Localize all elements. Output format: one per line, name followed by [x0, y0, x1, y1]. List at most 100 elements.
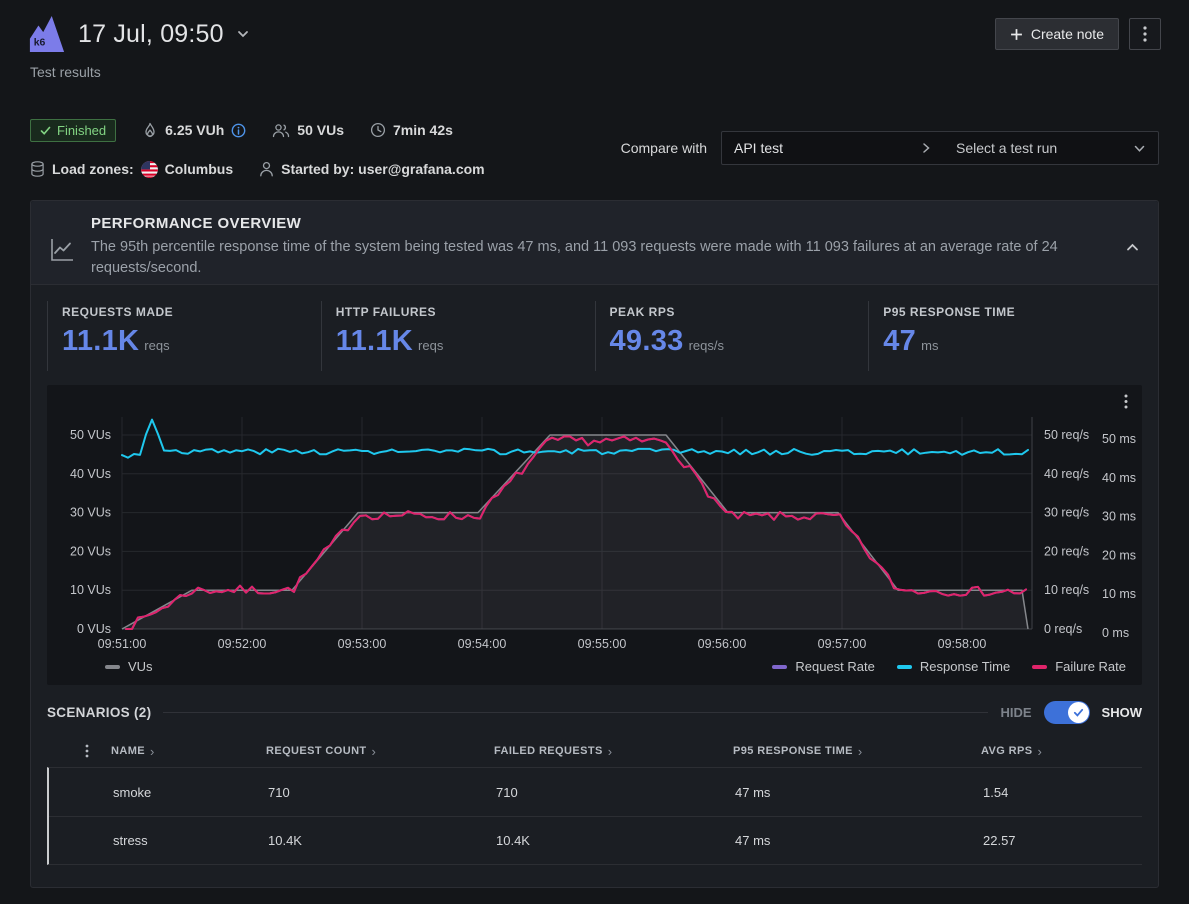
- load-zone-value: Columbus: [164, 161, 234, 177]
- svg-text:09:52:00: 09:52:00: [218, 637, 267, 651]
- svg-text:09:54:00: 09:54:00: [458, 637, 507, 651]
- svg-text:09:53:00: 09:53:00: [338, 637, 387, 651]
- svg-text:30 req/s: 30 req/s: [1044, 506, 1089, 520]
- stat-label: HTTP FAILURES: [335, 305, 437, 319]
- svg-text:10 VUs: 10 VUs: [70, 583, 111, 597]
- sort-chevron-icon: ›: [150, 743, 155, 759]
- legend-item-vus[interactable]: VUs: [105, 659, 153, 674]
- legend-label: Failure Rate: [1055, 659, 1126, 674]
- top-bar: k6 17 Jul, 09:50 Create note: [28, 14, 1161, 54]
- show-label[interactable]: SHOW: [1101, 704, 1142, 720]
- column-header-request-count[interactable]: REQUEST COUNT ›: [266, 744, 494, 759]
- svg-text:20 VUs: 20 VUs: [70, 544, 111, 558]
- column-label: P95 RESPONSE TIME: [733, 745, 853, 757]
- panel-body: REQUESTS MADE 11.1K reqs HTTP FAILURES 11…: [31, 285, 1158, 881]
- user-icon: [259, 161, 274, 177]
- hide-label[interactable]: HIDE: [1000, 704, 1032, 720]
- vus-stat: 50 VUs: [272, 122, 344, 138]
- stats-row: REQUESTS MADE 11.1K reqs HTTP FAILURES 11…: [47, 301, 1142, 371]
- column-header-avg-rps[interactable]: AVG RPS ›: [981, 744, 1142, 759]
- legend-label: Request Rate: [795, 659, 875, 674]
- stat-label: PEAK RPS: [609, 305, 675, 319]
- compare-with-label: Compare with: [620, 140, 707, 156]
- compare-project-select[interactable]: API test: [722, 132, 944, 164]
- stat-unit: ms: [921, 338, 939, 353]
- flame-icon: [142, 122, 158, 139]
- svg-text:0 req/s: 0 req/s: [1044, 622, 1082, 636]
- chart-plot-area[interactable]: 09:51:00 09:52:00 09:53:00 09:54:00 09:55:00…: [47, 389, 1142, 657]
- stat-value: 11.1K: [62, 325, 140, 357]
- svg-text:0 ms: 0 ms: [1102, 626, 1129, 640]
- legend-item-response-time[interactable]: Response Time: [896, 659, 1010, 674]
- compare-project-value: API test: [734, 140, 784, 156]
- timeseries-chart: 09:51:00 09:52:00 09:53:00 09:54:00 09:55:00…: [47, 385, 1142, 685]
- title-dropdown-chevron-icon[interactable]: [236, 27, 250, 41]
- cell-request-count: 710: [268, 784, 290, 800]
- cell-avg-rps: 1.54: [983, 784, 1009, 800]
- chevron-right-icon: [920, 142, 932, 154]
- page-subtitle: Test results: [30, 64, 101, 80]
- chart-kebab-menu-icon[interactable]: [1124, 393, 1128, 411]
- table-row-stress[interactable]: stress 10.4K 10.4K 47 ms 22.57: [49, 816, 1142, 864]
- column-header-name[interactable]: NAME ›: [111, 744, 266, 759]
- create-note-button[interactable]: Create note: [994, 18, 1119, 50]
- vuh-stat: 6.25 VUh: [142, 122, 246, 139]
- stat-unit: reqs: [144, 338, 170, 353]
- duration-value: 7min 42s: [392, 122, 453, 138]
- response-time-swatch-icon: [896, 664, 912, 669]
- panel-description: The 95th percentile response time of the…: [91, 239, 1058, 277]
- header-kebab-menu-button[interactable]: [1129, 18, 1161, 50]
- column-label: REQUEST COUNT: [266, 745, 367, 757]
- legend-item-request-rate[interactable]: Request Rate: [772, 659, 875, 674]
- vus-value: 50 VUs: [297, 122, 344, 138]
- compare-testrun-select[interactable]: Select a test run: [944, 132, 1158, 164]
- vus-swatch-icon: [105, 664, 120, 669]
- legend-item-failure-rate[interactable]: Failure Rate: [1032, 659, 1126, 674]
- meta-section: Finished 6.25 VUh 50 VUs: [30, 118, 1159, 181]
- k6-logo-icon: k6: [29, 15, 65, 53]
- stat-unit: reqs: [418, 338, 444, 353]
- divider-line: [163, 711, 989, 713]
- stat-p95-response-time: P95 RESPONSE TIME 47 ms: [868, 301, 1142, 371]
- column-label: FAILED REQUESTS: [494, 745, 603, 757]
- stat-peak-rps: PEAK RPS 49.33 reqs/s: [594, 301, 869, 371]
- cell-request-count: 10.4K: [268, 833, 302, 848]
- svg-text:50 req/s: 50 req/s: [1044, 428, 1089, 442]
- stat-label: P95 RESPONSE TIME: [883, 305, 1016, 319]
- stat-value: 11.1K: [335, 325, 414, 357]
- svg-text:30 ms: 30 ms: [1102, 510, 1136, 524]
- load-zones: Load zones: Columbus: [30, 161, 233, 178]
- table-header-row: NAME › REQUEST COUNT › FAILED REQUESTS › P9…: [47, 735, 1142, 767]
- legend-left-group: VUs: [105, 659, 153, 674]
- svg-text:09:58:00: 09:58:00: [938, 637, 987, 651]
- request-rate-swatch-icon: [772, 664, 788, 669]
- svg-text:k6: k6: [34, 37, 46, 48]
- table-row-smoke[interactable]: smoke 710 710 47 ms 1.54: [49, 768, 1142, 816]
- info-icon[interactable]: [231, 123, 246, 138]
- toggle-knob-check-icon: [1067, 701, 1089, 723]
- started-by-value: Started by: user@grafana.com: [281, 161, 485, 177]
- svg-text:09:57:00: 09:57:00: [818, 637, 867, 651]
- started-by: Started by: user@grafana.com: [259, 161, 485, 177]
- svg-text:20 ms: 20 ms: [1102, 548, 1136, 562]
- scenarios-table: NAME › REQUEST COUNT › FAILED REQUESTS › P9…: [47, 735, 1142, 865]
- column-label: AVG RPS: [981, 745, 1033, 757]
- chart-legend: VUs Request Rate Response Time: [47, 657, 1142, 674]
- stat-unit: reqs/s: [688, 338, 724, 353]
- column-header-failed-requests[interactable]: FAILED REQUESTS ›: [494, 744, 733, 759]
- column-header-p95[interactable]: P95 RESPONSE TIME ›: [733, 744, 981, 759]
- status-badge: Finished: [30, 118, 117, 142]
- meta-row-1: Finished 6.25 VUh 50 VUs: [30, 118, 1159, 142]
- page-title: 17 Jul, 09:50: [78, 19, 224, 48]
- database-icon: [30, 161, 45, 177]
- cell-name: smoke: [113, 784, 152, 800]
- create-note-label: Create note: [1030, 26, 1104, 42]
- table-body: smoke 710 710 47 ms 1.54 stress 10.4K 10…: [47, 767, 1142, 865]
- users-icon: [272, 123, 290, 138]
- table-kebab-menu-icon[interactable]: [47, 744, 111, 758]
- column-label: NAME: [111, 745, 145, 757]
- collapse-chevron-up-icon[interactable]: [1125, 239, 1140, 257]
- show-hide-toggle[interactable]: [1043, 700, 1090, 724]
- svg-text:10 ms: 10 ms: [1102, 587, 1136, 601]
